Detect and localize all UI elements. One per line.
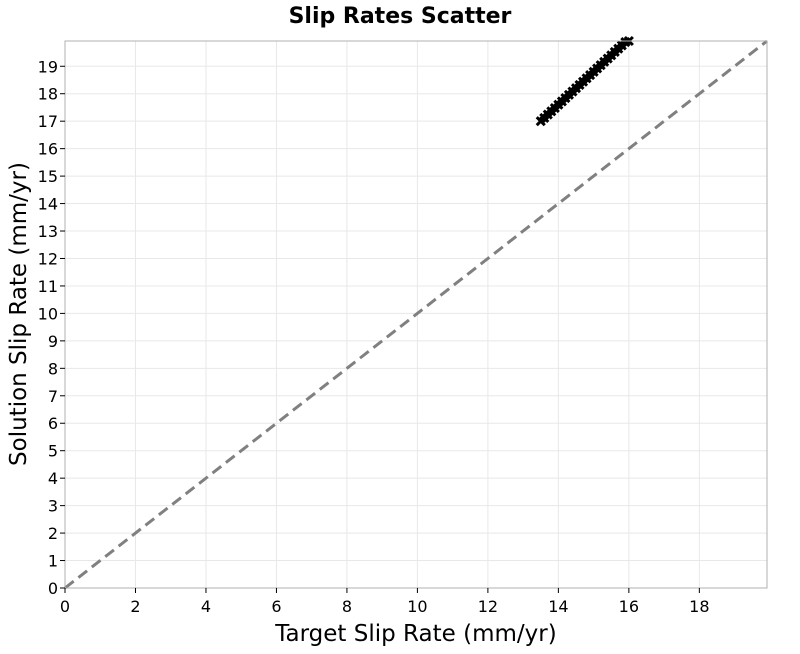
y-tick-label: 19: [38, 57, 58, 76]
x-tick-label: 12: [478, 597, 498, 616]
reference-line-layer: [64, 39, 768, 590]
x-tick-label: 6: [271, 597, 281, 616]
y-tick-label: 2: [48, 524, 58, 543]
y-tick-label: 13: [38, 222, 58, 241]
y-tick-label: 14: [38, 195, 58, 214]
scatter-point-band: [538, 37, 630, 124]
scatter-points: [535, 35, 634, 127]
plot-frame: [64, 40, 768, 589]
y-axis-label: Solution Slip Rate (mm/yr): [6, 162, 32, 466]
x-tick-label: 10: [407, 597, 427, 616]
reference-line: [64, 39, 768, 590]
x-tick-label: 16: [619, 597, 639, 616]
y-tick-label: 17: [38, 112, 58, 131]
grid-lines: [64, 41, 767, 589]
x-axis-label: Target Slip Rate (mm/yr): [274, 621, 556, 647]
x-tick-label: 8: [342, 597, 352, 616]
y-tick-label: 8: [48, 359, 58, 378]
x-tick-label: 14: [548, 597, 568, 616]
y-tick-label: 5: [48, 442, 58, 461]
x-tick-label: 2: [130, 597, 140, 616]
y-tick-label: 16: [38, 140, 58, 159]
axis-ticks: 0 2 4 6 8 10 12 14 16 180123456789101112131415161…: [38, 57, 710, 616]
y-tick-label: 6: [48, 414, 58, 433]
y-tick-label: 10: [38, 304, 58, 323]
y-tick-label: 15: [38, 167, 58, 186]
y-tick-label: 3: [48, 497, 58, 516]
y-tick-label: 11: [38, 277, 58, 296]
x-tick-label: 0: [60, 597, 70, 616]
y-tick-label: 0: [48, 579, 58, 598]
y-tick-label: 4: [48, 469, 58, 488]
y-tick-label: 12: [38, 249, 58, 268]
y-tick-label: 18: [38, 85, 58, 104]
y-tick-label: 7: [48, 387, 58, 406]
y-tick-label: 9: [48, 332, 58, 351]
x-tick-label: 18: [689, 597, 709, 616]
y-tick-label: 1: [48, 552, 58, 571]
chart-title: Slip Rates Scatter: [289, 4, 512, 29]
x-tick-label: 4: [201, 597, 211, 616]
